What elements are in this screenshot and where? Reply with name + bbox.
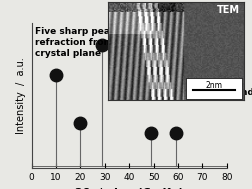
Y-axis label: Intensity  /  a.u.: Intensity / a.u. [16,57,26,134]
Text: 2nm: 2nm [205,81,222,90]
Text: Five sharp peaks were
refraction from the same
crystal plane: Five sharp peaks were refraction from th… [35,27,164,58]
Text: TEM: TEM [217,5,240,15]
Text: ● : Layered SnOx compounds: ● : Layered SnOx compounds [110,88,252,97]
X-axis label: 2θ  /  deg.(Cu Kα): 2θ / deg.(Cu Kα) [75,188,183,189]
FancyBboxPatch shape [186,77,242,99]
